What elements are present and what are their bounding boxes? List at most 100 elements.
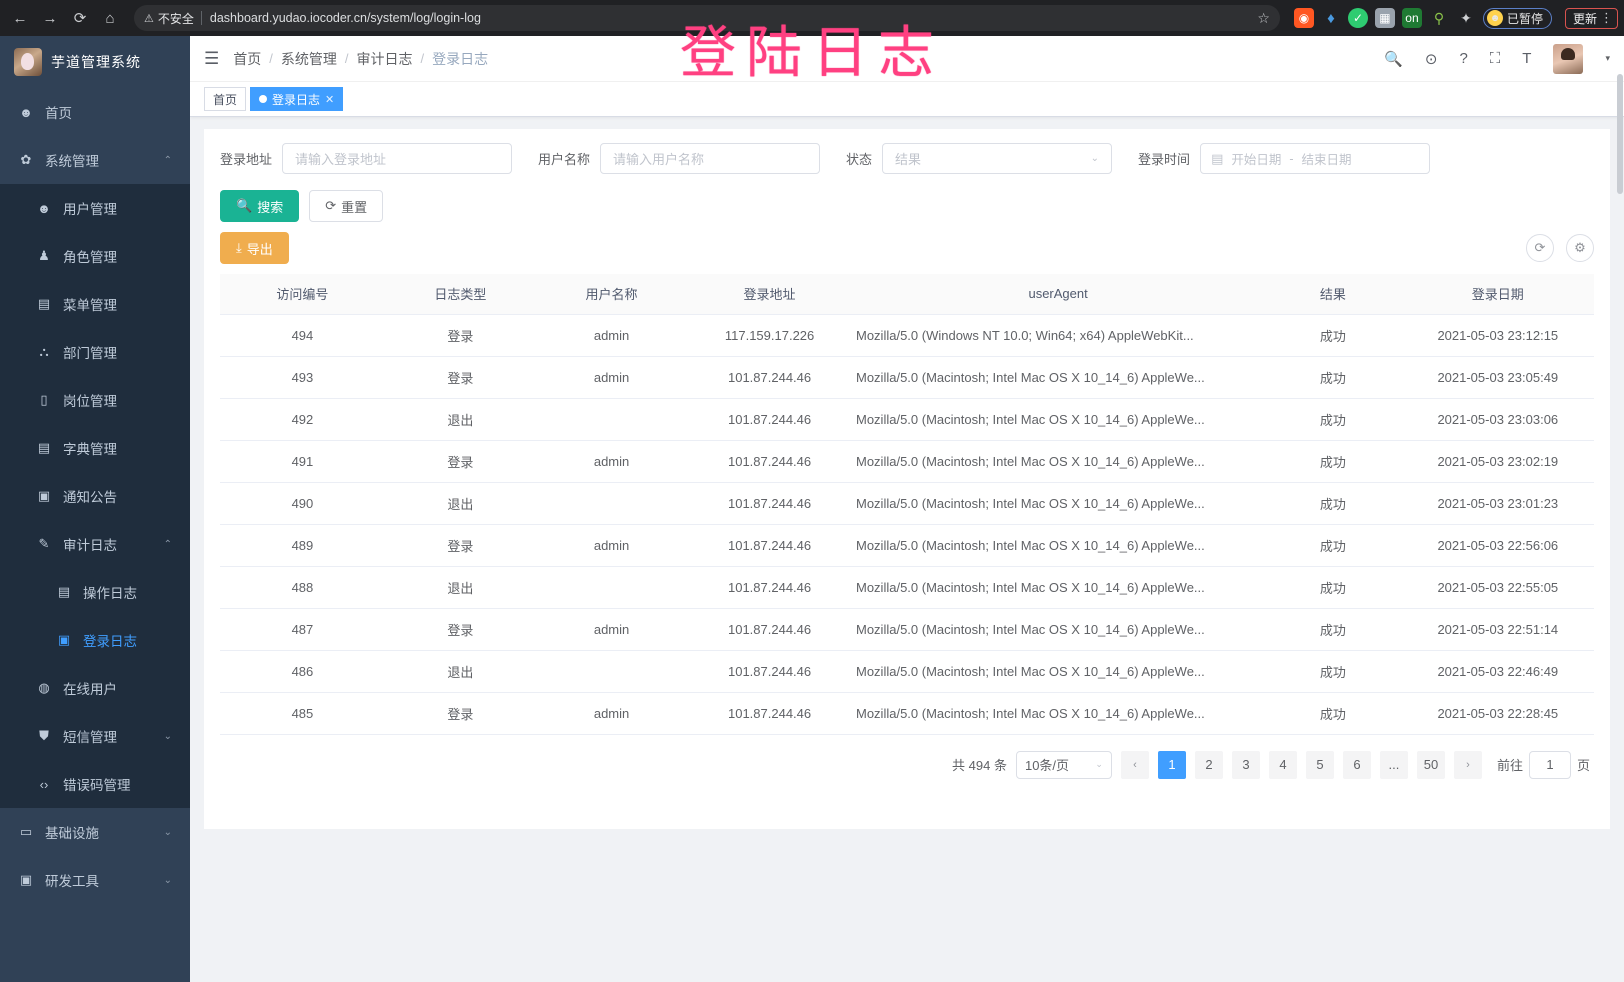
sidebar-item-4[interactable]: ▤ 菜单管理 bbox=[0, 280, 190, 328]
paused-badge[interactable]: ☻ 已暂停 bbox=[1482, 7, 1552, 29]
page-ellipsis[interactable]: ... bbox=[1379, 750, 1408, 779]
avatar[interactable] bbox=[1553, 43, 1584, 74]
table-row[interactable]: 486 退出 101.87.244.46 Mozilla/5.0 (Macintosh… bbox=[220, 650, 1594, 693]
next-page-button[interactable]: › bbox=[1453, 750, 1482, 779]
table-row[interactable]: 487 登录 admin 101.87.244.46 Mozilla/5.0 (Maci… bbox=[220, 608, 1594, 651]
search-button[interactable]: 🔍 搜索 bbox=[220, 190, 300, 222]
page-button-4[interactable]: 4 bbox=[1268, 750, 1297, 779]
search-input-username[interactable]: 请输入用户名称 bbox=[600, 143, 821, 174]
reload-icon[interactable]: ⟳ bbox=[73, 10, 87, 27]
table-row[interactable]: 494 登录 admin 117.159.17.226 Mozilla/5.0 (Win… bbox=[220, 314, 1594, 357]
sidebar-item-label: 系统管理 bbox=[45, 154, 99, 169]
cell-访问编号: 493 bbox=[220, 356, 385, 399]
sidebar-item-12[interactable]: ◍ 在线用户 bbox=[0, 664, 190, 712]
table-row[interactable]: 491 登录 admin 101.87.244.46 Mozilla/5.0 (Maci… bbox=[220, 440, 1594, 483]
sidebar-item-9[interactable]: ✎ 审计日志 ⌃ bbox=[0, 520, 190, 568]
tab-0[interactable]: 首页 bbox=[204, 87, 247, 111]
date-range-picker[interactable]: ▤ 开始日期 - 结束日期 bbox=[1200, 143, 1431, 174]
kebab-menu-icon[interactable]: ⋮ bbox=[1600, 10, 1613, 25]
column-header-0: 访问编号 bbox=[220, 274, 385, 315]
forward-icon[interactable]: → bbox=[42, 9, 58, 27]
page-button-50[interactable]: 50 bbox=[1416, 750, 1445, 779]
chevron-down-icon[interactable]: ▾ bbox=[1605, 53, 1610, 63]
column-header-6: 登录日期 bbox=[1401, 274, 1594, 315]
status-select[interactable]: 结果 ⌄ bbox=[882, 143, 1113, 174]
home-icon[interactable]: ⌂ bbox=[105, 9, 115, 27]
cell-userAgent: Mozilla/5.0 (Macintosh; Intel Mac OS X 1… bbox=[852, 440, 1265, 483]
content-area: 登录地址 请输入登录地址 用户名称 请输入用户名称 状态 结果 ⌄ bbox=[190, 117, 1624, 982]
extension-icon-green[interactable]: ✓ bbox=[1347, 8, 1368, 28]
page-button-6[interactable]: 6 bbox=[1342, 750, 1371, 779]
breadcrumb-separator: / bbox=[420, 51, 425, 66]
search-icon[interactable]: 🔍 bbox=[1384, 50, 1403, 68]
calendar-icon: ▤ bbox=[1211, 150, 1224, 166]
page-size-select[interactable]: 10条/页 ⌄ bbox=[1015, 750, 1112, 779]
reset-button[interactable]: ⟳ 重置 bbox=[309, 190, 384, 222]
prev-page-button[interactable]: ‹ bbox=[1120, 750, 1149, 779]
export-button[interactable]: ⤓ 导出 bbox=[220, 232, 289, 264]
sidebar-item-8[interactable]: ▣ 通知公告 bbox=[0, 472, 190, 520]
sidebar-item-3[interactable]: ♟ 角色管理 bbox=[0, 232, 190, 280]
sidebar-logo[interactable]: 芋道管理系统 bbox=[0, 36, 190, 88]
sidebar-item-1[interactable]: ✿ 系统管理 ⌃ bbox=[0, 136, 190, 184]
breadcrumb-item-0[interactable]: 首页 bbox=[233, 50, 262, 67]
chevron-icon: ⌄ bbox=[163, 730, 172, 742]
page-button-1[interactable]: 1 bbox=[1157, 750, 1186, 779]
address-bar[interactable]: ⚠ 不安全 dashboard.yudao.iocoder.cn/system/… bbox=[134, 5, 1280, 31]
sidebar-item-label: 部门管理 bbox=[63, 346, 117, 361]
column-header-3: 登录地址 bbox=[687, 274, 852, 315]
columns-circle-icon[interactable]: ⚙ bbox=[1566, 234, 1594, 262]
page-button-2[interactable]: 2 bbox=[1194, 750, 1223, 779]
cell-日志类型: 登录 bbox=[384, 524, 536, 567]
sidebar-item-6[interactable]: ▯ 岗位管理 bbox=[0, 376, 190, 424]
fullscreen-icon[interactable]: ⛶ bbox=[1489, 50, 1501, 67]
table-row[interactable]: 493 登录 admin 101.87.244.46 Mozilla/5.0 (Maci… bbox=[220, 356, 1594, 399]
breadcrumb-item-1[interactable]: 系统管理 bbox=[280, 50, 337, 67]
font-size-icon[interactable]: T bbox=[1522, 50, 1532, 67]
page-button-5[interactable]: 5 bbox=[1305, 750, 1334, 779]
help-icon[interactable]: ? bbox=[1459, 50, 1468, 67]
sidebar-item-16[interactable]: ▣ 研发工具 ⌄ bbox=[0, 856, 190, 904]
close-icon[interactable]: ✕ bbox=[325, 93, 335, 106]
sidebar-item-5[interactable]: ⛬ 部门管理 bbox=[0, 328, 190, 376]
scrollbar-thumb[interactable] bbox=[1617, 74, 1623, 194]
extension-icon-pin[interactable]: ⚲ bbox=[1433, 9, 1445, 26]
sidebar-item-0[interactable]: ☻ 首页 bbox=[0, 88, 190, 136]
table-row[interactable]: 490 退出 101.87.244.46 Mozilla/5.0 (Macintosh… bbox=[220, 482, 1594, 525]
tab-1[interactable]: 登录日志 ✕ bbox=[250, 87, 344, 111]
cell-日志类型: 登录 bbox=[384, 692, 536, 735]
github-icon[interactable]: ⊙ bbox=[1424, 50, 1438, 68]
sidebar-item-15[interactable]: ▭ 基础设施 ⌄ bbox=[0, 808, 190, 856]
warning-icon: ⚠ bbox=[144, 12, 154, 25]
page-button-3[interactable]: 3 bbox=[1231, 750, 1260, 779]
table-row[interactable]: 489 登录 admin 101.87.244.46 Mozilla/5.0 (Maci… bbox=[220, 524, 1594, 567]
update-button[interactable]: 更新 ⋮ bbox=[1564, 7, 1618, 29]
table-row[interactable]: 488 退出 101.87.244.46 Mozilla/5.0 (Macintosh… bbox=[220, 566, 1594, 609]
extension-icon-orange[interactable]: ◉ bbox=[1293, 8, 1314, 28]
hamburger-icon[interactable]: ☰ bbox=[204, 48, 220, 68]
extension-icon-on[interactable]: on bbox=[1401, 8, 1422, 28]
search-input-address[interactable]: 请输入登录地址 bbox=[282, 143, 513, 174]
cell-登录地址: 101.87.244.46 bbox=[687, 608, 852, 651]
sidebar-item-11[interactable]: ▣ 登录日志 bbox=[0, 616, 190, 664]
cell-访问编号: 488 bbox=[220, 566, 385, 609]
cell-结果: 成功 bbox=[1264, 524, 1402, 567]
refresh-circle-icon[interactable]: ⟳ bbox=[1526, 234, 1554, 262]
table-row[interactable]: 492 退出 101.87.244.46 Mozilla/5.0 (Macintosh… bbox=[220, 398, 1594, 441]
sidebar-item-2[interactable]: ☻ 用户管理 bbox=[0, 184, 190, 232]
page-scrollbar[interactable] bbox=[1616, 36, 1624, 982]
breadcrumb-item-2[interactable]: 审计日志 bbox=[356, 50, 413, 67]
puzzle-icon[interactable]: ✦ bbox=[1460, 9, 1472, 26]
sidebar-item-14[interactable]: ‹› 错误码管理 bbox=[0, 760, 190, 808]
sidebar-item-7[interactable]: ▤ 字典管理 bbox=[0, 424, 190, 472]
star-icon[interactable]: ☆ bbox=[1257, 9, 1270, 26]
table-row[interactable]: 485 登录 admin 101.87.244.46 Mozilla/5.0 (Maci… bbox=[220, 692, 1594, 735]
cell-日志类型: 退出 bbox=[384, 482, 536, 525]
jump-input[interactable]: 1 bbox=[1528, 750, 1571, 779]
sidebar-item-13[interactable]: ⛊ 短信管理 ⌄ bbox=[0, 712, 190, 760]
pagination-total: 共 494 条 bbox=[952, 758, 1007, 773]
extension-icon-diamond[interactable]: ♦ bbox=[1327, 9, 1335, 27]
sidebar-item-10[interactable]: ▤ 操作日志 bbox=[0, 568, 190, 616]
extension-icon-gray[interactable]: ▦ bbox=[1374, 8, 1395, 28]
back-icon[interactable]: ← bbox=[12, 9, 28, 27]
